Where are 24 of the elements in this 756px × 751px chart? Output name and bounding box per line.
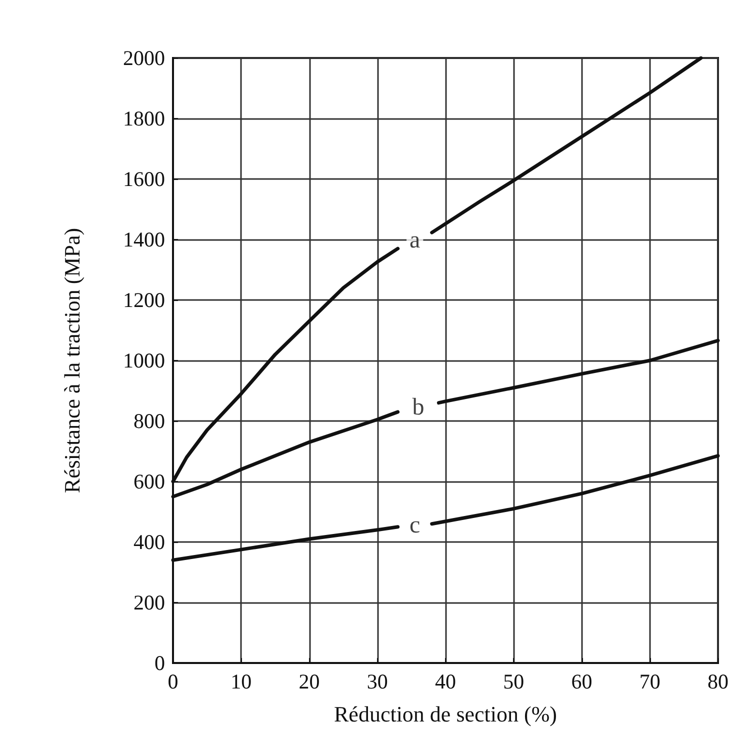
x-axis-title: Réduction de section (%) xyxy=(334,702,557,726)
x-tick-label: 10 xyxy=(230,670,252,694)
x-tick-label: 50 xyxy=(503,670,524,694)
y-tick-label: 0 xyxy=(154,651,165,675)
y-tick-label: 1800 xyxy=(123,106,165,130)
x-tick-label: 40 xyxy=(435,670,456,694)
x-tick-label: 80 xyxy=(708,670,728,694)
y-tick-label: 1200 xyxy=(123,288,165,312)
series-label: b xyxy=(412,394,424,420)
y-tick-label: 2000 xyxy=(123,46,165,70)
y-tick-label: 400 xyxy=(134,530,165,554)
y-tick-label: 1600 xyxy=(123,167,165,191)
x-tick-label: 70 xyxy=(639,670,660,694)
x-tick-label: 30 xyxy=(366,670,388,694)
y-axis-title: Résistance à la traction (MPa) xyxy=(60,228,84,494)
x-tick-label: 20 xyxy=(298,670,320,694)
series-label: c xyxy=(410,512,420,538)
y-tick-label: 600 xyxy=(134,470,165,494)
y-tick-label: 1000 xyxy=(123,348,165,372)
y-tick-label: 1400 xyxy=(123,228,165,252)
y-tick-label: 800 xyxy=(134,409,165,433)
x-tick-label: 60 xyxy=(571,670,592,694)
y-tick-label: 200 xyxy=(134,590,165,614)
series-label: a xyxy=(410,228,421,254)
